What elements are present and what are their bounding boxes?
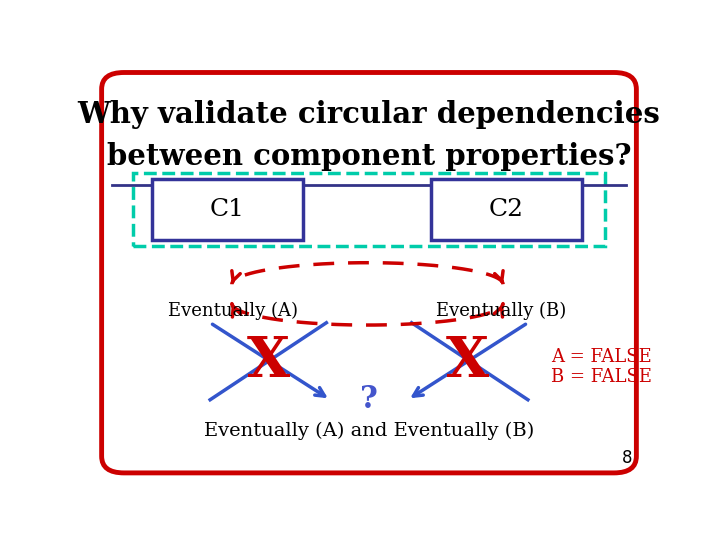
Text: Eventually (B): Eventually (B) <box>436 302 566 320</box>
FancyBboxPatch shape <box>431 179 582 240</box>
Text: Why validate circular dependencies: Why validate circular dependencies <box>78 100 660 129</box>
FancyBboxPatch shape <box>102 72 636 473</box>
Text: ?: ? <box>360 384 378 415</box>
Text: between component properties?: between component properties? <box>107 142 631 171</box>
FancyBboxPatch shape <box>132 173 606 246</box>
Text: Eventually (A) and Eventually (B): Eventually (A) and Eventually (B) <box>204 421 534 440</box>
Text: X: X <box>446 334 489 389</box>
Text: Eventually (A): Eventually (A) <box>168 302 298 320</box>
Text: B = FALSE: B = FALSE <box>551 368 652 386</box>
Text: A = FALSE: A = FALSE <box>551 348 652 367</box>
FancyBboxPatch shape <box>152 179 303 240</box>
Text: C1: C1 <box>210 198 245 221</box>
Text: X: X <box>247 334 290 389</box>
Text: 8: 8 <box>622 449 632 467</box>
Text: C2: C2 <box>489 198 523 221</box>
